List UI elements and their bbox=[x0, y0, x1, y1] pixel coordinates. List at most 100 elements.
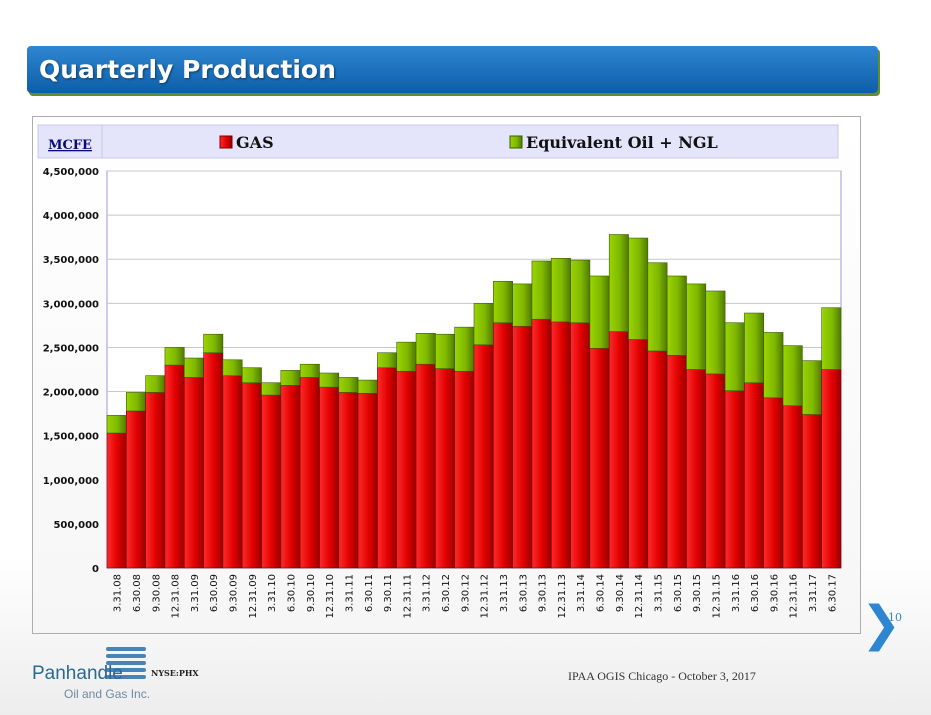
x-tick-label: 9.30.14 bbox=[615, 574, 626, 612]
x-tick-label: 9.30.15 bbox=[692, 574, 703, 612]
x-tick-label: 12.31.13 bbox=[557, 574, 568, 619]
unit-label: MCFE bbox=[48, 138, 92, 153]
oil-ngl-bar bbox=[357, 379, 378, 394]
oil-ngl-bar bbox=[106, 415, 127, 434]
production-chart: MCFE GAS Equivalent Oil + NGL 0 500,000 1,… bbox=[37, 124, 842, 619]
x-tick-label: 9.30.13 bbox=[538, 574, 549, 612]
y-tick-label: 4,500,000 bbox=[43, 167, 99, 178]
legend-oil-swatch bbox=[509, 135, 523, 149]
oil-ngl-bar bbox=[241, 367, 262, 384]
y-tick-label: 2,000,000 bbox=[43, 388, 99, 399]
x-tick-label: 9.30.12 bbox=[460, 574, 471, 612]
gas-bar bbox=[724, 390, 745, 569]
x-tick-label: 12.31.09 bbox=[248, 574, 259, 619]
unit-label-box bbox=[37, 124, 103, 159]
x-tick-label: 9.30.16 bbox=[769, 574, 780, 612]
legend-gas-label: GAS bbox=[236, 133, 274, 152]
gas-bar bbox=[512, 325, 533, 569]
gas-bar bbox=[126, 410, 146, 569]
x-tick-label: 9.30.10 bbox=[306, 574, 317, 612]
oil-ngl-bar bbox=[222, 359, 243, 376]
gas-bar bbox=[628, 339, 649, 569]
oil-ngl-bar bbox=[724, 322, 745, 391]
next-slide-chevron-icon[interactable]: ❯ bbox=[861, 596, 902, 652]
x-tick-label: 6.30.09 bbox=[209, 574, 220, 612]
x-tick-label: 6.30.11 bbox=[364, 574, 375, 612]
oil-ngl-bar bbox=[473, 303, 494, 346]
gas-bar bbox=[222, 375, 243, 569]
oil-ngl-bar bbox=[396, 341, 417, 372]
oil-ngl-bar bbox=[666, 275, 687, 356]
gas-bar bbox=[145, 392, 166, 569]
x-tick-label: 9.30.08 bbox=[151, 574, 162, 612]
oil-ngl-bar bbox=[338, 377, 359, 393]
y-tick-label: 2,500,000 bbox=[43, 343, 99, 354]
x-tick-label: 9.30.09 bbox=[229, 574, 240, 612]
slide-title: Quarterly Production bbox=[39, 55, 336, 84]
gas-bar bbox=[261, 394, 282, 569]
gas-bar bbox=[782, 405, 803, 569]
title-bar: Quarterly Production bbox=[27, 46, 878, 93]
legend-box bbox=[101, 124, 839, 159]
oil-ngl-bar bbox=[319, 372, 340, 388]
gas-bar bbox=[744, 382, 765, 569]
page-number: 10 bbox=[888, 611, 902, 624]
gas-bar bbox=[299, 377, 320, 569]
legend-oil-label: Equivalent Oil + NGL bbox=[526, 133, 718, 152]
gas-bar bbox=[164, 364, 185, 569]
x-tick-label: 6.30.15 bbox=[673, 574, 684, 612]
gas-bar bbox=[338, 392, 359, 569]
y-tick-label: 1,500,000 bbox=[43, 432, 99, 443]
oil-ngl-bar bbox=[647, 262, 668, 352]
x-tick-label: 12.31.14 bbox=[634, 574, 645, 619]
oil-ngl-bar bbox=[126, 392, 146, 412]
gas-bar bbox=[377, 367, 398, 569]
gas-bar bbox=[666, 355, 687, 569]
gas-bar bbox=[493, 322, 513, 569]
oil-ngl-bar bbox=[435, 333, 455, 369]
oil-ngl-bar bbox=[686, 283, 707, 370]
x-tick-label: 3.31.10 bbox=[267, 574, 278, 612]
gas-bar bbox=[570, 322, 591, 569]
gas-bar bbox=[608, 331, 629, 569]
chart-frame: MCFE GAS Equivalent Oil + NGL 0 500,000 1,… bbox=[32, 116, 861, 634]
ticker-symbol: NYSE:PHX bbox=[151, 668, 199, 678]
oil-ngl-bar bbox=[550, 258, 571, 323]
oil-ngl-bar bbox=[763, 332, 784, 399]
y-tick-label: 4,000,000 bbox=[43, 211, 99, 222]
x-tick-label: 6.30.16 bbox=[750, 574, 761, 612]
x-tick-label: 3.31.12 bbox=[422, 574, 433, 612]
oil-ngl-bar bbox=[608, 234, 629, 332]
x-tick-label: 3.31.17 bbox=[808, 574, 819, 612]
logo-main-text: Panhandle bbox=[32, 663, 123, 684]
gas-bar bbox=[589, 348, 610, 569]
x-tick-label: 12.31.15 bbox=[711, 574, 722, 619]
oil-ngl-bar bbox=[145, 375, 166, 393]
gas-bar bbox=[396, 370, 417, 569]
oil-ngl-bar bbox=[821, 307, 842, 370]
oil-ngl-bar bbox=[261, 382, 282, 396]
x-tick-label: 3.31.15 bbox=[654, 574, 665, 612]
gas-bar bbox=[280, 385, 301, 569]
y-tick-label: 3,000,000 bbox=[43, 299, 99, 310]
gas-bar bbox=[473, 344, 494, 569]
oil-ngl-bar bbox=[512, 283, 533, 327]
x-tick-label: 6.30.13 bbox=[518, 574, 529, 612]
footer-text: IPAA OGIS Chicago - October 3, 2017 bbox=[568, 669, 756, 683]
oil-ngl-bar bbox=[744, 312, 765, 384]
gas-bar bbox=[435, 368, 455, 569]
oil-ngl-bar bbox=[454, 326, 475, 372]
x-tick-label: 3.31.09 bbox=[190, 574, 201, 612]
x-tick-label: 3.31.08 bbox=[113, 574, 124, 612]
gas-bar bbox=[415, 363, 436, 569]
x-tick-label: 6.30.10 bbox=[287, 574, 298, 612]
company-logo: Panhandle Oil and Gas Inc. bbox=[32, 645, 150, 707]
gas-bar bbox=[203, 352, 224, 569]
gas-bar bbox=[319, 386, 340, 569]
gas-bar bbox=[106, 432, 127, 569]
oil-ngl-bar bbox=[782, 345, 803, 406]
oil-ngl-bar bbox=[628, 237, 649, 340]
gas-bar bbox=[821, 369, 842, 569]
oil-ngl-bar bbox=[570, 259, 591, 324]
gas-bar bbox=[531, 318, 552, 569]
